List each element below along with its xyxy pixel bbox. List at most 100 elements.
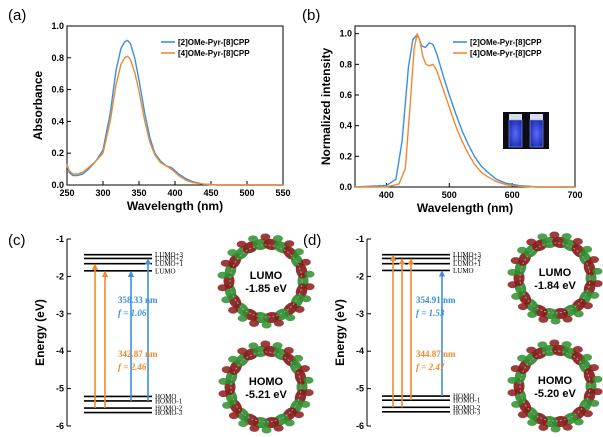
orbital-lobe (572, 346, 583, 353)
x-tick-label: 700 (567, 190, 582, 200)
orbital-lobe (592, 375, 603, 383)
y-tick-label: 0.6 (51, 85, 64, 95)
orbital-lobe (510, 257, 521, 265)
energy-level-label: LUMO+1 (453, 260, 482, 268)
orbital-lobe (300, 400, 311, 408)
transition-wavelength: 342.87 nm (118, 349, 158, 359)
y-tick-label: 0.4 (51, 116, 64, 126)
orbital-lobe (527, 419, 538, 426)
y-axis-title: Energy (eV) (333, 299, 347, 366)
transition-wavelength: 358.33 nm (118, 295, 158, 305)
orbital-lobe (249, 319, 260, 327)
energy-level-label: HOMO-2 (155, 405, 183, 413)
y-tick-label: 1.0 (339, 29, 352, 39)
transition-wavelength: 354.91 nm (416, 295, 456, 305)
series-line-1 (66, 55, 283, 186)
y-tick-label: 0.0 (339, 182, 352, 192)
orbital-lobe (293, 354, 304, 362)
orbital-lobe (272, 342, 283, 350)
orbital-lobe (589, 399, 600, 407)
orbital-lobe (561, 341, 572, 349)
y-tick-label: -5 (356, 384, 364, 394)
cuvette-photo-inset (503, 112, 549, 149)
y-tick-label: 0.0 (51, 180, 64, 190)
x-tick-label: 550 (275, 188, 290, 198)
y-tick-label: -2 (356, 271, 364, 281)
y-tick-label: 0.6 (339, 90, 352, 100)
orbital-lobe (295, 262, 308, 279)
carbon-backbone (229, 244, 303, 318)
orbital-lobe (304, 270, 315, 278)
x-tick-label: 400 (379, 190, 394, 200)
panel-label: (c) (8, 232, 26, 249)
orbital-isosurface-lumo (507, 231, 603, 325)
legend-label: [4]OMe-Pyr-[8]CPP (470, 49, 542, 58)
orbital-energy: -1.84 eV (534, 280, 576, 292)
y-tick-label: 0.8 (339, 59, 352, 69)
orbital-lobe (549, 231, 560, 239)
orbital-energy: -1.85 eV (245, 283, 287, 295)
energy-level-label: HOMO-3 (155, 409, 183, 417)
orbital-lobe (228, 412, 239, 420)
orbital-lobe (517, 411, 528, 419)
energy-level-label: LUMO+2 (453, 255, 482, 263)
cuvette-cap (509, 114, 522, 120)
orbital-lobe (589, 291, 600, 299)
orbital-lobe (220, 259, 231, 267)
cuvette-fluorescence (529, 119, 544, 148)
orbital-lobe (221, 366, 232, 374)
orbital-lobe (228, 306, 239, 314)
orbital-lobe (284, 240, 295, 248)
orbital-isosurface-homo (218, 340, 314, 434)
legend-label: [2]OMe-Pyr-[8]CPP (178, 38, 250, 47)
series-line-1 (355, 33, 575, 188)
orbital-lobe (237, 314, 248, 322)
y-tick-label: 0.4 (339, 121, 352, 131)
y-tick-label: -1 (356, 234, 364, 244)
panel-b: (b) 400 500 600 700 0.0 0.2 0.4 0.6 0.8 1.0 Wavelen… (302, 7, 583, 215)
energy-level-label: LUMO+3 (453, 251, 482, 259)
y-axis-title: Energy (eV) (33, 299, 47, 366)
energy-level-label: HOMO (453, 393, 474, 401)
orbital-lobe (582, 353, 593, 361)
orbital-lobe (293, 248, 304, 256)
series-line-0 (354, 34, 575, 188)
y-tick-label: -2 (56, 271, 64, 281)
orbital-lobe (260, 340, 271, 348)
orbital-name: HOMO (249, 376, 284, 388)
orbital-lobe (261, 426, 272, 434)
panel-label: (d) (303, 232, 321, 249)
orbital-name: HOMO (538, 375, 573, 387)
orbital-lobe (549, 339, 560, 347)
panel-a: (a) 250 300 350 400 450 500 550 0.0 0.2 0.4 0.6 0.8 1… (8, 7, 291, 213)
cuvette-cap (530, 114, 543, 120)
x-tick-label: 600 (505, 190, 520, 200)
orbital-lobe (303, 376, 314, 384)
orbital-name: LUMO (250, 270, 283, 282)
orbital-lobe (592, 267, 603, 275)
y-tick-label: -1 (56, 234, 64, 244)
orbital-lobe (582, 245, 593, 253)
energy-level-label: HOMO (155, 393, 176, 401)
orbital-lobe (550, 425, 561, 433)
y-axis-title: Absorbance (31, 71, 45, 141)
orbital-lobe (538, 315, 549, 323)
oscillator-strength: f = 2.46 (118, 362, 147, 372)
orbital-lobe (261, 321, 272, 329)
energy-level-label: HOMO-2 (453, 404, 481, 412)
y-tick-label: 1.0 (51, 21, 64, 31)
energy-level-label: LUMO+1 (155, 260, 184, 268)
orbital-lobe (260, 233, 271, 241)
cuvette-fluorescence (508, 119, 523, 148)
energy-level-label: LUMO (155, 267, 176, 275)
x-tick-label: 400 (167, 188, 182, 198)
y-tick-label: -3 (56, 309, 64, 319)
plot-frame (66, 25, 284, 186)
orbital-lobe (301, 295, 312, 303)
carbon-backbone (519, 350, 591, 422)
series-line-0 (66, 39, 283, 186)
orbital-lobe (283, 347, 294, 354)
